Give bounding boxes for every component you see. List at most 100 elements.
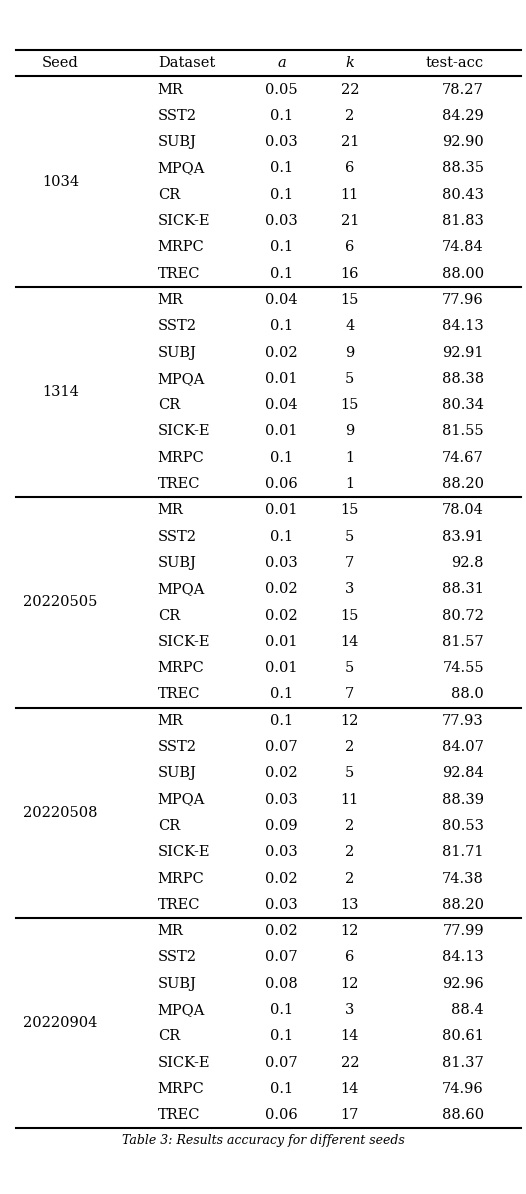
Text: 83.91: 83.91 xyxy=(442,530,484,543)
Text: MRPC: MRPC xyxy=(158,872,205,886)
Text: 11: 11 xyxy=(341,793,359,807)
Text: 0.07: 0.07 xyxy=(265,950,298,965)
Text: 12: 12 xyxy=(341,714,359,727)
Text: 14: 14 xyxy=(341,1029,359,1044)
Text: CR: CR xyxy=(158,1029,180,1044)
Text: 0.03: 0.03 xyxy=(265,898,298,912)
Text: 84.29: 84.29 xyxy=(442,109,484,123)
Text: SST2: SST2 xyxy=(158,740,197,755)
Text: 21: 21 xyxy=(341,135,359,149)
Text: CR: CR xyxy=(158,819,180,833)
Text: 2: 2 xyxy=(345,845,355,860)
Text: 92.90: 92.90 xyxy=(442,135,484,149)
Text: 1034: 1034 xyxy=(42,174,79,189)
Text: 0.02: 0.02 xyxy=(265,609,298,622)
Text: 15: 15 xyxy=(341,504,359,517)
Text: 22: 22 xyxy=(340,1055,359,1070)
Text: 14: 14 xyxy=(341,1082,359,1096)
Text: MRPC: MRPC xyxy=(158,661,205,675)
Text: SUBJ: SUBJ xyxy=(158,135,197,149)
Text: SICK-E: SICK-E xyxy=(158,424,210,438)
Text: MPQA: MPQA xyxy=(158,793,205,807)
Text: MPQA: MPQA xyxy=(158,161,205,176)
Text: 81.37: 81.37 xyxy=(442,1055,484,1070)
Text: MR: MR xyxy=(158,82,184,97)
Text: 12: 12 xyxy=(341,977,359,991)
Text: CR: CR xyxy=(158,187,180,202)
Text: Seed: Seed xyxy=(42,56,79,70)
Text: 80.34: 80.34 xyxy=(442,398,484,412)
Text: SICK-E: SICK-E xyxy=(158,635,210,648)
Text: 6: 6 xyxy=(345,950,355,965)
Text: SST2: SST2 xyxy=(158,319,197,333)
Text: 80.61: 80.61 xyxy=(442,1029,484,1044)
Text: 84.07: 84.07 xyxy=(442,740,484,755)
Text: 20220505: 20220505 xyxy=(23,596,98,609)
Text: 2: 2 xyxy=(345,819,355,833)
Text: SUBJ: SUBJ xyxy=(158,767,197,781)
Text: TREC: TREC xyxy=(158,1108,200,1122)
Text: 80.43: 80.43 xyxy=(442,187,484,202)
Text: 0.02: 0.02 xyxy=(265,767,298,781)
Text: TREC: TREC xyxy=(158,266,200,281)
Text: 81.57: 81.57 xyxy=(442,635,484,648)
Text: 13: 13 xyxy=(340,898,359,912)
Text: 1: 1 xyxy=(345,451,355,464)
Text: 3: 3 xyxy=(345,1003,355,1017)
Text: 84.13: 84.13 xyxy=(442,950,484,965)
Text: 3: 3 xyxy=(345,583,355,596)
Text: MPQA: MPQA xyxy=(158,1003,205,1017)
Text: 4: 4 xyxy=(345,319,355,333)
Text: 0.1: 0.1 xyxy=(270,187,293,202)
Text: 0.05: 0.05 xyxy=(265,82,298,97)
Text: 88.0: 88.0 xyxy=(451,688,484,701)
Text: Table 3: Results accuracy for different seeds: Table 3: Results accuracy for different … xyxy=(122,1134,404,1147)
Text: CR: CR xyxy=(158,398,180,412)
Text: 0.01: 0.01 xyxy=(265,661,298,675)
Text: 81.83: 81.83 xyxy=(442,214,484,228)
Text: 0.03: 0.03 xyxy=(265,556,298,570)
Text: MRPC: MRPC xyxy=(158,451,205,464)
Text: 17: 17 xyxy=(341,1108,359,1122)
Text: 0.01: 0.01 xyxy=(265,371,298,386)
Text: 0.1: 0.1 xyxy=(270,451,293,464)
Text: 88.00: 88.00 xyxy=(442,266,484,281)
Text: SUBJ: SUBJ xyxy=(158,556,197,570)
Text: 77.99: 77.99 xyxy=(442,924,484,938)
Text: 0.01: 0.01 xyxy=(265,504,298,517)
Text: 6: 6 xyxy=(345,240,355,254)
Text: 74.67: 74.67 xyxy=(442,451,484,464)
Text: 0.02: 0.02 xyxy=(265,345,298,359)
Text: 0.04: 0.04 xyxy=(265,398,298,412)
Text: CR: CR xyxy=(158,609,180,622)
Text: 15: 15 xyxy=(341,398,359,412)
Text: 80.53: 80.53 xyxy=(442,819,484,833)
Text: 77.93: 77.93 xyxy=(442,714,484,727)
Text: 0.03: 0.03 xyxy=(265,214,298,228)
Text: 0.1: 0.1 xyxy=(270,266,293,281)
Text: 5: 5 xyxy=(345,767,355,781)
Text: SUBJ: SUBJ xyxy=(158,977,197,991)
Text: 0.04: 0.04 xyxy=(265,293,298,307)
Text: MR: MR xyxy=(158,504,184,517)
Text: 74.55: 74.55 xyxy=(442,661,484,675)
Text: a: a xyxy=(277,56,286,70)
Text: 88.31: 88.31 xyxy=(442,583,484,596)
Text: 0.03: 0.03 xyxy=(265,135,298,149)
Text: MPQA: MPQA xyxy=(158,371,205,386)
Text: TREC: TREC xyxy=(158,898,200,912)
Text: 0.07: 0.07 xyxy=(265,1055,298,1070)
Text: 0.1: 0.1 xyxy=(270,319,293,333)
Text: 0.1: 0.1 xyxy=(270,1003,293,1017)
Text: 84.13: 84.13 xyxy=(442,319,484,333)
Text: 0.1: 0.1 xyxy=(270,714,293,727)
Text: 0.07: 0.07 xyxy=(265,740,298,755)
Text: 80.72: 80.72 xyxy=(442,609,484,622)
Text: SST2: SST2 xyxy=(158,530,197,543)
Text: test-acc: test-acc xyxy=(426,56,484,70)
Text: 1314: 1314 xyxy=(42,384,79,399)
Text: 88.38: 88.38 xyxy=(442,371,484,386)
Text: 81.55: 81.55 xyxy=(442,424,484,438)
Text: 88.35: 88.35 xyxy=(442,161,484,176)
Text: SST2: SST2 xyxy=(158,950,197,965)
